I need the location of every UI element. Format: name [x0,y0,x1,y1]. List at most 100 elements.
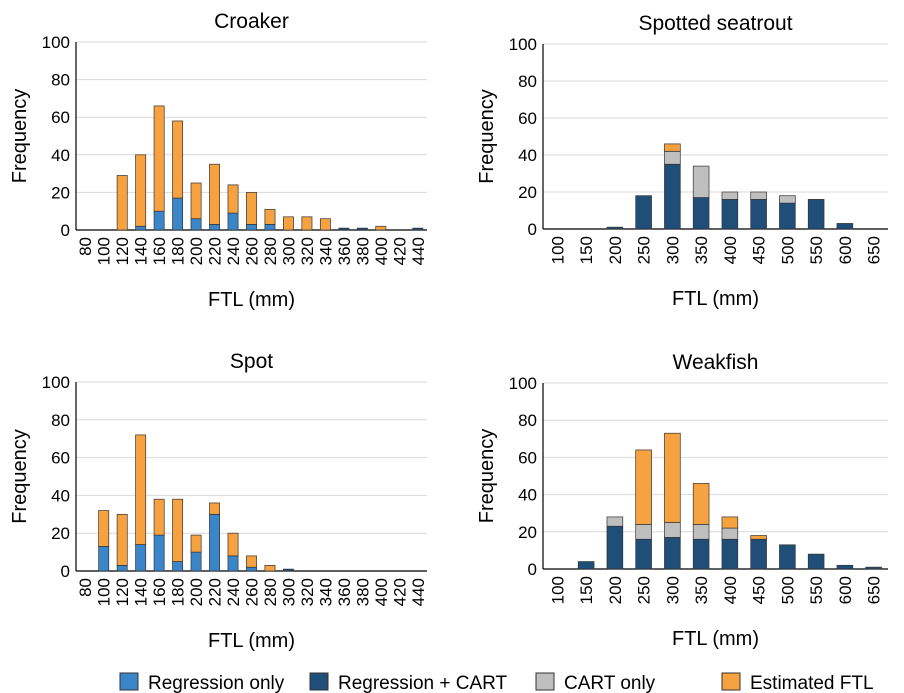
bar-est-140 [135,154,147,227]
chart-title: Spotted seatrout [638,12,792,35]
y-tick-label: 80 [518,411,537,430]
bar-regcart-650 [865,566,882,570]
y-tick-label: 60 [518,109,537,128]
y-tick-label: 80 [51,71,70,90]
y-axis-label: Frequency [9,429,31,524]
x-tick-label: 380 [353,237,372,265]
legend-label: CART only [564,673,656,693]
x-tick-label: 280 [261,578,280,606]
x-tick-label: 80 [76,237,95,256]
x-tick-label: 600 [836,236,855,264]
bar-reg-260 [246,224,257,231]
x-axis-label: FTL (mm) [208,630,295,652]
bar-regcart-200 [606,226,624,230]
x-tick-label: 400 [372,237,391,265]
x-tick-label: 350 [692,236,711,264]
x-tick-label: 240 [224,237,243,265]
x-tick-label: 440 [409,237,428,265]
x-tick-label: 260 [243,237,262,265]
x-tick-label: 350 [692,576,711,604]
bar-est-120 [116,175,128,231]
bar-reg-180 [172,197,184,231]
legend-swatch [721,672,741,691]
x-tick-label: 650 [865,236,884,264]
x-tick-label: 300 [663,576,682,604]
bar-regcart-600 [836,223,854,230]
x-tick-label: 160 [150,237,169,265]
x-tick-label: 380 [353,578,372,606]
x-tick-label: 420 [390,237,409,265]
x-tick-label: 200 [187,237,206,265]
bar-regcart-300 [664,163,681,230]
bar-est-250 [635,449,652,525]
y-tick-label: 20 [51,524,70,543]
y-tick-label: 40 [518,146,537,165]
x-tick-label: 220 [206,237,225,265]
bar-regcart-350 [692,538,710,570]
x-tick-label: 100 [95,237,114,265]
legend-item-regcart: Regression + CART [309,672,508,693]
bar-reg-140 [135,544,147,572]
x-tick-label: 260 [243,578,262,606]
x-tick-label: 400 [721,576,740,604]
x-tick-label: 650 [865,576,884,604]
y-tick-label: 100 [42,33,70,52]
x-tick-label: 400 [721,236,740,264]
x-tick-label: 100 [548,576,567,604]
legend: Regression only Regression + CART CART onl… [119,672,874,693]
chart-title: Weakfish [673,351,759,374]
legend-swatch [309,672,329,691]
x-tick-label: 200 [606,236,625,264]
bar-est-300 [283,216,294,231]
x-tick-label: 200 [606,576,625,604]
bar-reg-160 [153,534,165,572]
legend-item-reg: Regression only [119,672,285,693]
x-tick-label: 400 [372,578,391,606]
bar-regcart-400 [721,538,739,570]
y-tick-label: 40 [51,146,70,165]
y-tick-label: 20 [51,183,70,202]
x-tick-label: 360 [335,237,354,265]
bar-est-300 [664,432,681,523]
x-tick-label: 440 [409,578,428,606]
bar-est-180 [172,498,184,562]
x-axis-label: FTL (mm) [672,288,759,310]
legend-swatch [535,672,555,691]
legend-label: Regression only [148,673,285,693]
bar-est-340 [319,218,331,231]
bar-regcart-380 [356,227,368,231]
y-tick-label: 60 [51,108,70,127]
x-tick-label: 180 [169,237,188,265]
bar-regcart-300 [664,537,681,570]
y-tick-label: 60 [51,449,70,468]
bar-cart-350 [692,524,710,540]
bar-regcart-400 [721,199,739,230]
bar-est-180 [172,120,184,199]
bar-est-140 [135,434,147,545]
y-tick-label: 0 [528,560,537,579]
bar-cart-400 [721,191,739,200]
bar-regcart-350 [692,197,710,230]
y-tick-label: 20 [518,183,537,202]
bar-cart-500 [779,195,796,204]
bar-reg-280 [264,224,276,231]
y-tick-label: 0 [61,221,70,240]
bar-reg-120 [116,564,128,572]
bar-est-260 [246,192,257,225]
bar-cart-450 [750,191,767,200]
bar-est-240 [227,184,239,214]
bar-regcart-500 [779,544,796,570]
bar-regcart-600 [836,564,854,570]
x-tick-label: 340 [316,578,335,606]
x-tick-label: 360 [335,578,354,606]
bar-est-280 [264,208,276,225]
legend-item-cart: CART only [535,672,656,693]
y-tick-label: 40 [51,486,70,505]
y-tick-label: 100 [509,374,537,393]
legend-label: Regression + CART [338,673,508,693]
legend-swatch [119,672,139,691]
bar-regcart-440 [412,227,424,231]
x-tick-label: 450 [750,576,769,604]
bar-reg-200 [190,218,202,231]
